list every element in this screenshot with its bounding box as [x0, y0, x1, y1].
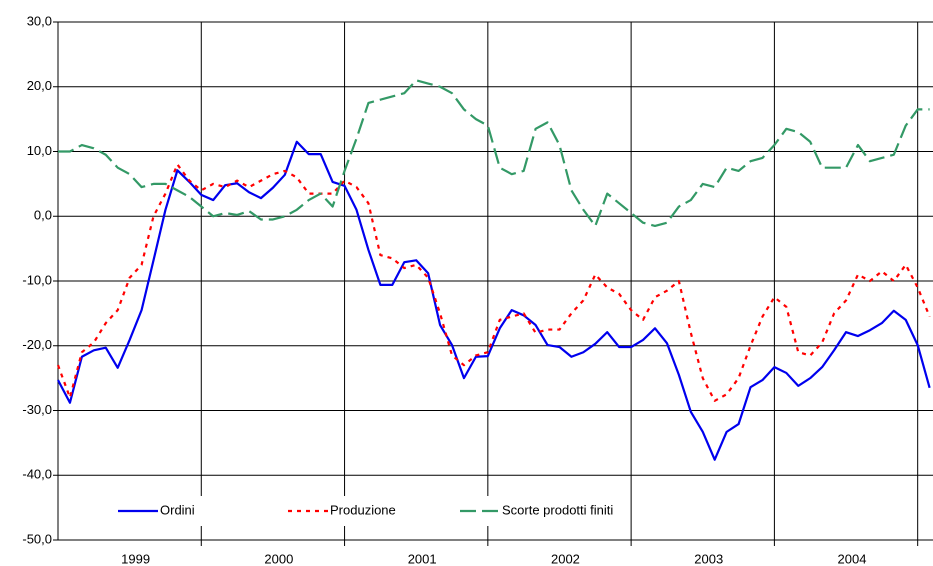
y-tick-label: -40,0 — [22, 467, 52, 482]
x-tick-label: 2002 — [551, 551, 580, 566]
x-tick-label: 2001 — [408, 551, 437, 566]
x-tick-label: 2000 — [264, 551, 293, 566]
x-tick-label: 1999 — [121, 551, 150, 566]
legend: Ordini Produzione Scorte prodotti finiti — [68, 496, 628, 526]
x-tick-label: 2003 — [694, 551, 723, 566]
y-tick-label: -50,0 — [22, 531, 52, 546]
series-line — [57, 140, 931, 461]
legend-label: Scorte prodotti finiti — [502, 502, 613, 517]
y-tick-label: 10,0 — [27, 143, 52, 158]
legend-label: Ordini — [160, 502, 195, 517]
x-tick-label: 2004 — [838, 551, 867, 566]
y-tick-label: -10,0 — [22, 272, 52, 287]
series-line — [56, 163, 931, 402]
y-tick-label: 20,0 — [27, 78, 52, 93]
legend-box — [68, 496, 628, 526]
y-tick-label: 30,0 — [27, 13, 52, 28]
series-line — [58, 79, 930, 228]
y-tick-label: -30,0 — [22, 402, 52, 417]
y-tick-label: -20,0 — [22, 337, 52, 352]
y-tick-label: 0,0 — [34, 208, 52, 223]
legend-label: Produzione — [330, 502, 396, 517]
